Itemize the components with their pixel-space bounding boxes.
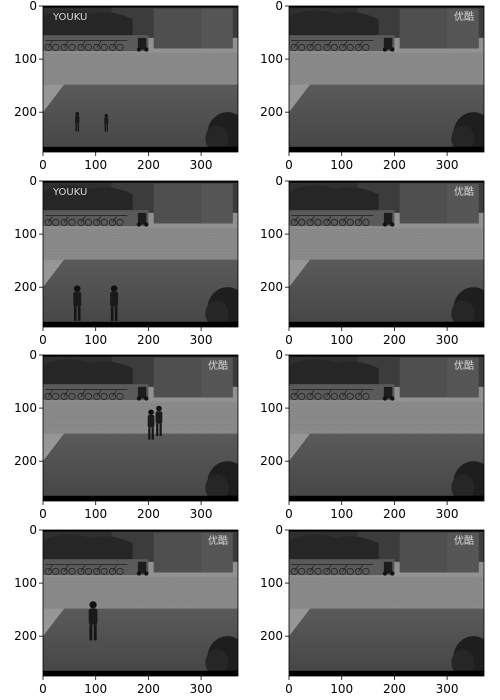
x-tick-label: 0 <box>285 682 293 696</box>
frame-panel: 优酷 0 100 200 300 0 100 200 <box>14 523 239 696</box>
watermark-text: 优酷 <box>454 534 474 547</box>
x-tick-label: 300 <box>190 507 213 521</box>
x-tick-label: 200 <box>383 507 406 521</box>
x-tick-label: 100 <box>84 682 107 696</box>
y-tick-label: 200 <box>260 454 283 468</box>
frame-image <box>289 181 484 327</box>
watermark-text: 优酷 <box>454 185 474 198</box>
y-tick-label: 0 <box>275 174 283 188</box>
x-tick-label: 200 <box>137 682 160 696</box>
x-tick-label: 200 <box>137 507 160 521</box>
x-tick-label: 100 <box>330 682 353 696</box>
frame-panel: YOUKU 0 100 200 300 0 100 200 <box>14 174 239 347</box>
axes-frame <box>42 529 239 677</box>
x-tick-label: 0 <box>285 158 293 172</box>
panels-layer: YOUKU 0 100 200 300 0 100 200 优酷 0 100 200 300 0 100 20… <box>14 0 485 696</box>
frame-image <box>289 6 484 152</box>
y-tick-label: 100 <box>260 401 283 415</box>
axes-frame <box>288 5 485 153</box>
x-tick-label: 200 <box>383 158 406 172</box>
axes-frame <box>288 180 485 328</box>
frame-image <box>289 530 484 676</box>
y-tick-label: 0 <box>29 0 37 13</box>
y-tick-label: 200 <box>260 280 283 294</box>
axes-frame <box>42 354 239 502</box>
y-tick-label: 200 <box>14 454 37 468</box>
watermark-text: 优酷 <box>208 534 228 547</box>
x-tick-label: 0 <box>39 507 47 521</box>
axes-frame <box>42 180 239 328</box>
x-tick-label: 0 <box>39 682 47 696</box>
y-tick-label: 0 <box>275 348 283 362</box>
x-tick-label: 100 <box>330 158 353 172</box>
y-tick-label: 200 <box>260 105 283 119</box>
frame-panel: 优酷 0 100 200 300 0 100 200 <box>260 348 485 521</box>
y-tick-label: 200 <box>14 629 37 643</box>
y-tick-label: 0 <box>29 174 37 188</box>
x-tick-label: 200 <box>383 333 406 347</box>
y-tick-label: 100 <box>14 52 37 66</box>
frame-image <box>43 530 238 676</box>
x-tick-label: 100 <box>84 507 107 521</box>
watermark-text: YOUKU <box>52 187 87 198</box>
y-tick-label: 100 <box>260 227 283 241</box>
y-tick-label: 0 <box>275 0 283 13</box>
x-tick-label: 300 <box>436 682 459 696</box>
frame-image <box>43 6 238 152</box>
x-tick-label: 0 <box>39 158 47 172</box>
y-tick-label: 100 <box>260 576 283 590</box>
x-tick-label: 300 <box>190 333 213 347</box>
x-tick-label: 0 <box>285 333 293 347</box>
x-tick-label: 300 <box>190 682 213 696</box>
x-tick-label: 200 <box>137 158 160 172</box>
frame-panel: 优酷 0 100 200 300 0 100 200 <box>260 523 485 696</box>
y-tick-label: 0 <box>29 348 37 362</box>
x-tick-label: 100 <box>84 158 107 172</box>
y-tick-label: 200 <box>14 280 37 294</box>
x-tick-label: 0 <box>285 507 293 521</box>
x-tick-label: 300 <box>436 507 459 521</box>
axes-frame <box>42 5 239 153</box>
watermark-text: YOUKU <box>52 12 87 23</box>
watermark-text: 优酷 <box>454 10 474 23</box>
axes-frame <box>288 529 485 677</box>
frame-panel: 优酷 0 100 200 300 0 100 200 <box>260 174 485 347</box>
y-tick-label: 100 <box>14 401 37 415</box>
x-tick-label: 200 <box>137 333 160 347</box>
watermark-text: 优酷 <box>454 359 474 372</box>
x-tick-label: 100 <box>330 507 353 521</box>
x-tick-label: 300 <box>436 333 459 347</box>
frame-image <box>43 355 238 501</box>
y-tick-label: 0 <box>29 523 37 537</box>
y-tick-label: 200 <box>14 105 37 119</box>
x-tick-label: 300 <box>190 158 213 172</box>
x-tick-label: 300 <box>436 158 459 172</box>
x-tick-label: 200 <box>383 682 406 696</box>
y-tick-label: 0 <box>275 523 283 537</box>
frame-panel: 优酷 0 100 200 300 0 100 200 <box>14 348 239 521</box>
x-tick-label: 0 <box>39 333 47 347</box>
y-tick-label: 100 <box>260 52 283 66</box>
y-tick-label: 100 <box>14 576 37 590</box>
frame-panel: YOUKU 0 100 200 300 0 100 200 <box>14 0 239 172</box>
axes-frame <box>288 354 485 502</box>
y-tick-label: 100 <box>14 227 37 241</box>
frame-image <box>289 355 484 501</box>
frame-image <box>43 181 238 327</box>
watermark-text: 优酷 <box>208 359 228 372</box>
y-tick-label: 200 <box>260 629 283 643</box>
x-tick-label: 100 <box>84 333 107 347</box>
x-tick-label: 100 <box>330 333 353 347</box>
frame-panel: 优酷 0 100 200 300 0 100 200 <box>260 0 485 172</box>
